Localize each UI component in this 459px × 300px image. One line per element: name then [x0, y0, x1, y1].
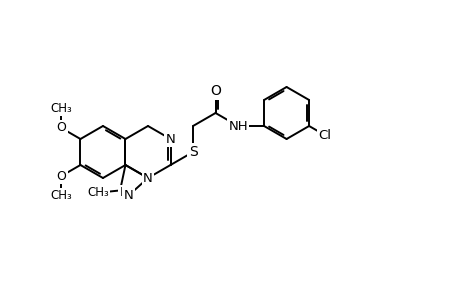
Text: Cl: Cl: [318, 129, 330, 142]
Text: N: N: [165, 133, 175, 146]
Text: S: S: [188, 145, 197, 159]
Text: CH₃: CH₃: [50, 102, 72, 115]
Text: O: O: [210, 84, 220, 98]
Text: N: N: [119, 186, 129, 200]
Text: O: O: [56, 122, 66, 134]
Text: O: O: [56, 169, 66, 182]
Text: N: N: [123, 189, 133, 202]
Text: CH₃: CH₃: [50, 189, 72, 202]
Text: NH: NH: [228, 119, 247, 133]
Text: N: N: [143, 172, 152, 184]
Text: CH₃: CH₃: [87, 186, 109, 199]
